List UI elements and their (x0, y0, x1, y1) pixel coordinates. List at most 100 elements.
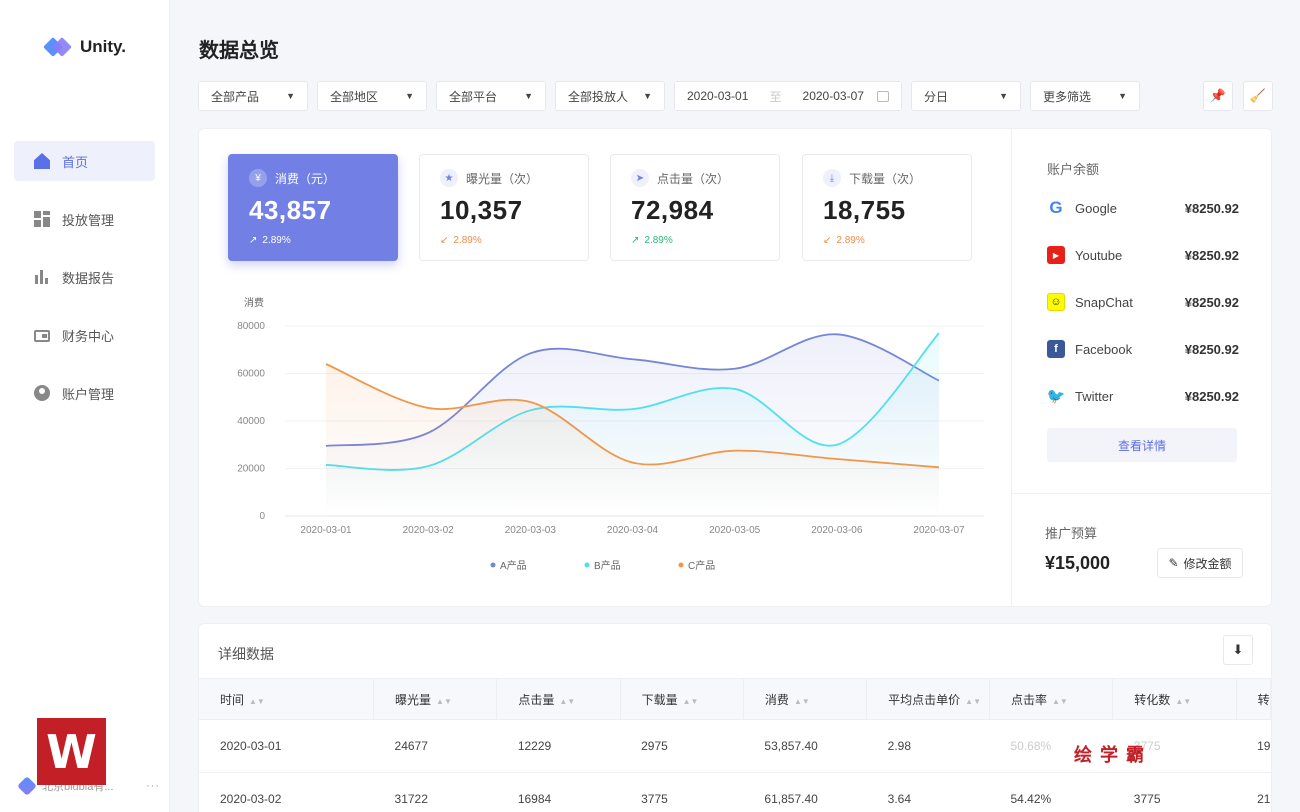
arrow-down-icon: ↙ (440, 235, 449, 246)
chart-svg: 消费 0 20000 40000 60000 80000 2020-03-01 2020-03… (237, 296, 984, 572)
more-icon[interactable]: ··· (146, 780, 160, 792)
product-select[interactable]: 全部产品 ▼ (198, 81, 308, 111)
sort-icon[interactable]: ▲▼ (436, 696, 452, 706)
y-tick-label: 60000 (237, 369, 265, 380)
column-header[interactable]: 消费 ▲▼ (743, 678, 868, 720)
balance-amount: ¥8250.92 (1184, 341, 1239, 357)
sidebar-item-campaigns[interactable]: 投放管理 (14, 199, 155, 239)
broom-icon: 🧹 (1249, 88, 1267, 103)
y-tick-label: 40000 (237, 416, 265, 427)
column-header[interactable]: 转化数 ▲▼ (1112, 678, 1237, 720)
date-range-picker[interactable]: 2020-03-01 至 2020-03-07 (674, 81, 902, 111)
column-header[interactable]: 转 (1236, 678, 1271, 720)
logo[interactable]: Unity. (43, 36, 126, 58)
column-header-label: 时间 (220, 692, 245, 707)
kpi-card-impressions[interactable]: ★ 曝光量（次） 10,357 ↙ 2.89% (419, 154, 589, 261)
pin-button[interactable]: 📌 (1203, 81, 1233, 111)
column-header[interactable]: 平均点击单价 ▲▼ (866, 678, 990, 720)
granularity-select-value: 分日 (924, 89, 949, 104)
download-button[interactable]: ⬇ (1223, 635, 1253, 665)
table-cell: 53,857.40 (743, 719, 867, 773)
kpi-label: 点击量（次） (657, 171, 730, 186)
caret-down-icon: ▼ (286, 91, 295, 101)
table-cell: 24677 (373, 719, 497, 773)
balance-name: Twitter (1075, 388, 1114, 404)
caret-down-icon: ▼ (405, 91, 414, 101)
balance-name: Youtube (1075, 247, 1123, 263)
column-header-label: 平均点击单价 (888, 692, 961, 707)
caret-down-icon: ▼ (1118, 91, 1127, 101)
detail-title: 详细数据 (218, 646, 274, 662)
date-end[interactable]: 2020-03-07 (802, 89, 864, 103)
advertiser-select[interactable]: 全部投放人 ▼ (555, 81, 665, 111)
divider (1012, 493, 1271, 494)
table-cell: 2020-03-02 (199, 772, 374, 812)
view-details-button[interactable]: 查看详情 (1047, 428, 1237, 462)
sidebar-item-reports[interactable]: 数据报告 (14, 257, 155, 297)
kpi-trend: 2.89% (453, 235, 482, 246)
twitter-icon: 🐦 (1046, 387, 1066, 405)
sidebar-item-account[interactable]: 账户管理 (14, 373, 155, 413)
sort-icon[interactable]: ▲▼ (1052, 696, 1068, 706)
sidebar-item-label: 数据报告 (62, 270, 115, 286)
balance-row-facebook: f Facebook ¥8250.92 (1047, 340, 1239, 358)
caret-down-icon: ▼ (999, 91, 1008, 101)
kpi-value: 43,857 (249, 195, 332, 225)
table-header-row: 时间 ▲▼ 曝光量 ▲▼ 点击量 ▲▼ 下载量 ▲▼ 消费 ▲▼ 平均点击单价 ▲▼ 点击率… (199, 678, 1271, 720)
platform-select[interactable]: 全部平台 ▼ (436, 81, 546, 111)
filter-bar: 全部产品 ▼ 全部地区 ▼ 全部平台 ▼ 全部投放人 ▼ 2020-03-01 至 20… (198, 81, 1140, 111)
kpi-card-spend[interactable]: ¥ 消费（元） 43,857 ↗ 2.89% (228, 154, 398, 261)
sort-icon[interactable]: ▲▼ (249, 696, 265, 706)
sidebar-item-home[interactable]: 首页 (14, 141, 155, 181)
column-header[interactable]: 下载量 ▲▼ (620, 678, 744, 720)
table-cell: 3775 (1112, 719, 1237, 773)
sort-icon[interactable]: ▲▼ (559, 696, 576, 706)
column-header[interactable]: 曝光量 ▲▼ (373, 678, 498, 720)
more-filters-select[interactable]: 更多筛选 ▼ (1030, 81, 1140, 111)
balance-row-twitter: 🐦 Twitter ¥8250.92 (1047, 387, 1239, 405)
sidebar-item-label: 账户管理 (62, 386, 115, 402)
sort-icon[interactable]: ▲▼ (1175, 696, 1192, 706)
sort-icon[interactable]: ▲▼ (793, 696, 810, 706)
table-cell: 50.68% (989, 719, 1113, 773)
table-cell: 19 (1236, 719, 1271, 773)
sidebar-nav: 首页 投放管理 数据报告 财务中心 账户管理 (14, 141, 155, 431)
column-header[interactable]: 时间 ▲▼ (199, 678, 375, 720)
star-icon: ★ (440, 169, 458, 187)
company-logo-icon (17, 776, 37, 796)
legend-label: B产品 (594, 559, 621, 572)
kpi-trend: 2.89% (262, 235, 291, 246)
watermark-logo: W (37, 718, 106, 785)
edit-amount-button[interactable]: ✎ 修改金额 (1157, 548, 1243, 578)
logo-icon (43, 36, 72, 58)
clear-button[interactable]: 🧹 (1243, 81, 1273, 111)
balance-row-google: G Google ¥8250.92 (1047, 198, 1239, 217)
kpi-label: 下载量（次） (849, 171, 922, 186)
sort-icon[interactable]: ▲▼ (682, 696, 699, 706)
x-tick-label: 2020-03-04 (607, 525, 659, 536)
sidebar-item-label: 投放管理 (62, 212, 115, 228)
table-cell: 31722 (373, 772, 497, 812)
y-tick-label: 0 (259, 511, 265, 522)
kpi-card-downloads[interactable]: ⤓ 下载量（次） 18,755 ↙ 2.89% (802, 154, 972, 261)
arrow-down-icon: ↙ (823, 235, 832, 246)
region-select-value: 全部地区 (330, 89, 379, 104)
google-icon: G (1047, 198, 1065, 217)
column-header[interactable]: 点击率 ▲▼ (989, 678, 1114, 720)
date-start[interactable]: 2020-03-01 (687, 89, 749, 103)
kpi-card-clicks[interactable]: ➤ 点击量（次） 72,984 ↗ 2.89% (610, 154, 780, 261)
legend-marker (584, 562, 590, 568)
granularity-select[interactable]: 分日 ▼ (911, 81, 1021, 111)
download-icon: ⤓ (823, 169, 841, 187)
column-header[interactable]: 点击量 ▲▼ (496, 678, 621, 720)
yen-icon: ¥ (249, 169, 267, 187)
kpi-value: 72,984 (631, 195, 714, 225)
balance-row-youtube: ▶ Youtube ¥8250.92 (1047, 246, 1239, 264)
advertiser-select-value: 全部投放人 (568, 89, 629, 104)
sidebar-item-finance[interactable]: 财务中心 (14, 315, 155, 355)
youtube-icon: ▶ (1047, 246, 1065, 264)
sort-icon[interactable]: ▲▼ (965, 696, 981, 706)
kpi-label: 消费（元） (275, 171, 336, 186)
region-select[interactable]: 全部地区 ▼ (317, 81, 427, 111)
legend-label: A产品 (500, 559, 527, 572)
